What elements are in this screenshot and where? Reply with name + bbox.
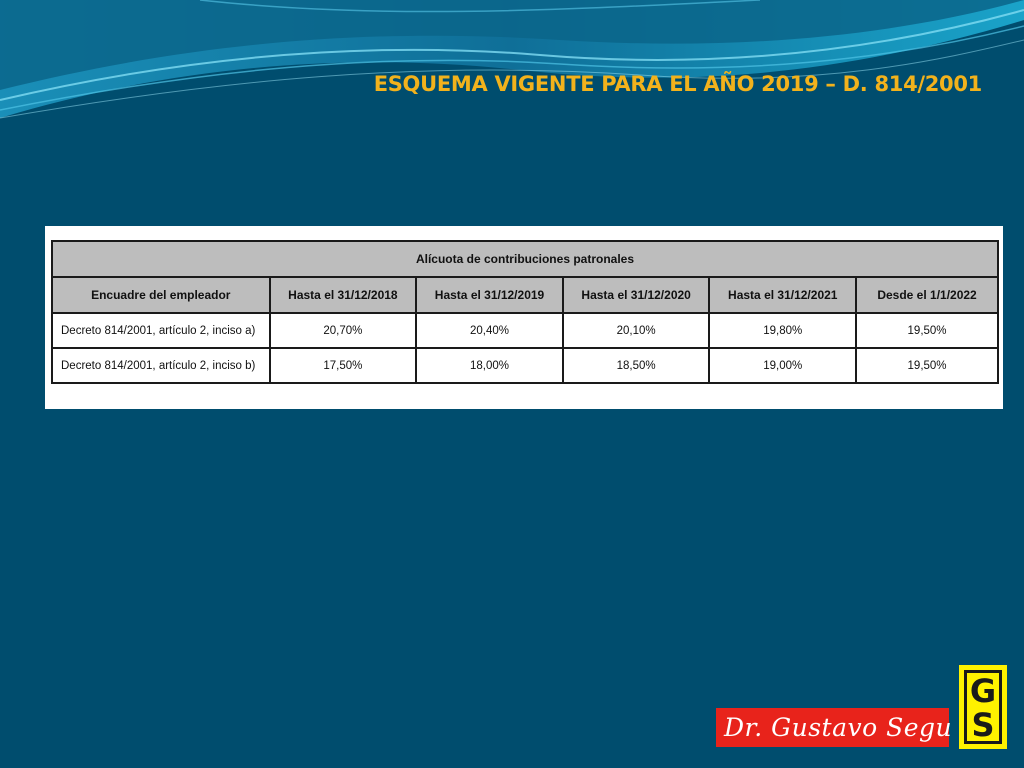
column-header: Hasta el 31/12/2021 (708, 276, 858, 314)
column-header: Hasta el 31/12/2018 (268, 276, 418, 314)
table-cell: 19,50% (855, 312, 999, 349)
row-label: Decreto 814/2001, artículo 2, inciso b) (51, 347, 271, 384)
column-header: Hasta el 31/12/2020 (561, 276, 711, 314)
table-cell: 18,50% (561, 347, 711, 384)
table-cell: 20,10% (561, 312, 711, 349)
table-cell: 20,40% (415, 312, 564, 349)
table-caption: Alícuota de contribuciones patronales (51, 240, 999, 278)
gs-logo: G S (959, 665, 1007, 749)
logo-frame: G S (964, 670, 1002, 744)
table-cell: 19,50% (855, 347, 999, 384)
table-cell: 17,50% (268, 347, 418, 384)
table-row: Decreto 814/2001, artículo 2, inciso b) … (51, 347, 999, 384)
contributions-table: Alícuota de contribuciones patronales En… (51, 240, 999, 384)
author-signature: Dr. Gustavo Segu (716, 708, 952, 747)
header-wave-decoration (0, 0, 1024, 119)
table-cell: 19,80% (708, 312, 858, 349)
slide-title: ESQUEMA VIGENTE PARA EL AÑO 2019 – D. 81… (373, 72, 983, 96)
table-cell: 18,00% (415, 347, 564, 384)
logo-letter-s: S (971, 706, 995, 744)
column-header: Encuadre del empleador (51, 276, 271, 314)
column-header: Hasta el 31/12/2019 (415, 276, 564, 314)
table-row: Decreto 814/2001, artículo 2, inciso a) … (51, 312, 999, 349)
table-cell: 19,00% (708, 347, 858, 384)
logo-letter-g: G (969, 672, 997, 710)
column-header: Desde el 1/1/2022 (855, 276, 999, 314)
table-cell: 20,70% (268, 312, 418, 349)
row-label: Decreto 814/2001, artículo 2, inciso a) (51, 312, 271, 349)
rates-table-card: Alícuota de contribuciones patronales En… (45, 226, 1003, 409)
